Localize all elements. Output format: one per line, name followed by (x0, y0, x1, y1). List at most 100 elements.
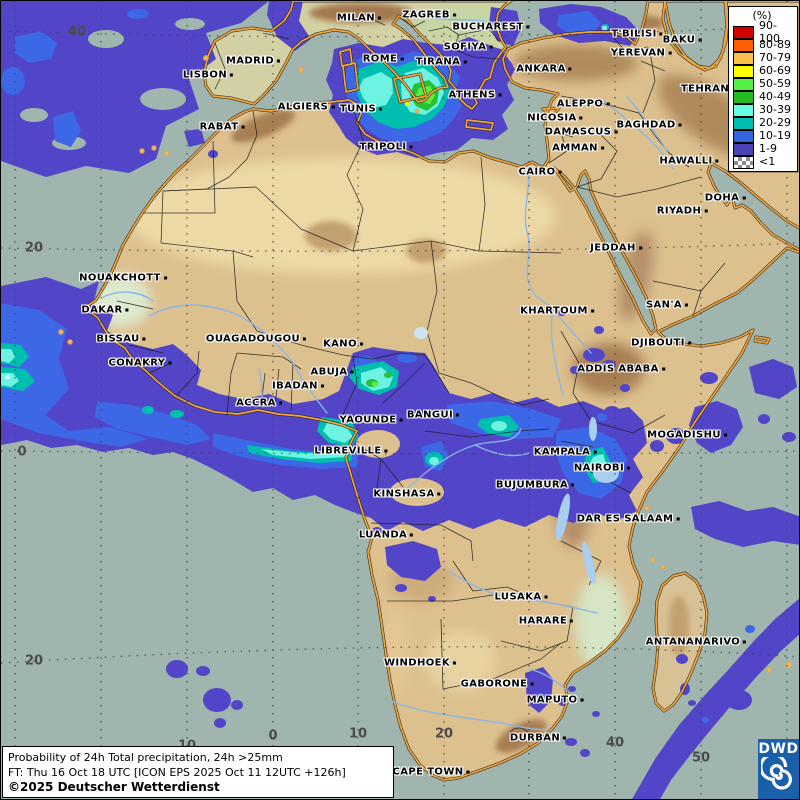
grid-label: 40 (605, 735, 625, 751)
city-label: HAWALLI (659, 156, 718, 167)
legend-label: <1 (759, 155, 776, 168)
grid-label: 40 (67, 24, 87, 40)
city-label: T'BILISI (611, 29, 662, 40)
legend-row: 10-19 (733, 129, 797, 143)
legend-label: 50-59 (759, 77, 791, 90)
city-label: JEDDAH (590, 243, 642, 254)
legend-label: 70-79 (759, 51, 791, 64)
city-label: AMMAN (552, 143, 604, 154)
legend-row: 30-39 (733, 103, 797, 117)
city-label: TUNIS (340, 104, 382, 115)
caption-copyright: ©2025 Deutscher Wetterdienst (8, 780, 220, 794)
city-label: KAMPALA (534, 447, 597, 458)
city-label: ALGIERS (278, 102, 335, 113)
city-label: ACCRA (236, 398, 282, 409)
city-label: TRIPOLI (360, 142, 413, 153)
city-label: WINDHOEK (384, 658, 456, 669)
grid-label: 20 (24, 240, 44, 256)
legend-row: 40-49 (733, 90, 797, 104)
city-label: GABORONE (461, 679, 534, 690)
city-label: LIBREVILLE (314, 446, 387, 457)
legend-entries: 90-100 80-89 70-79 60-69 50-59 40-49 30-39 20-2… (733, 19, 797, 169)
legend-swatch (733, 38, 754, 52)
city-label: DAKAR (81, 305, 128, 316)
city-label: DAMASCUS (545, 127, 618, 138)
city-label: ANTANANARIVO (646, 637, 746, 648)
city-label: DURBAN (510, 733, 566, 744)
city-label: TIRANA (416, 57, 467, 68)
city-label: KHARTOUM (520, 306, 594, 317)
city-label: RABAT (200, 122, 245, 133)
city-label: MAPUTO (527, 695, 584, 706)
city-label: BAGHDAD (616, 120, 681, 131)
city-label: DAR ES SALAAM (577, 514, 680, 525)
small-islands (58, 55, 793, 673)
city-label: DOHA (705, 193, 746, 204)
legend-label: 10-19 (759, 129, 791, 142)
legend-swatch (733, 142, 754, 156)
legend-label: 90-100 (759, 18, 780, 45)
city-label: BISSAU (96, 334, 145, 345)
legend-row: 1-9 (733, 142, 797, 156)
grid-label: 10 (348, 726, 368, 742)
grid-label: 0 (17, 444, 27, 460)
city-label: ATHENS (449, 90, 502, 101)
caption-line-2: FT: Thu 16 Oct 18 UTC [ICON EPS 2025 Oct… (8, 766, 346, 779)
legend-swatch (733, 64, 754, 78)
legend-swatch (733, 51, 754, 65)
legend-label: 60-69 (759, 64, 791, 77)
city-label: HARARE (519, 616, 573, 627)
city-label: YAOUNDE (340, 415, 403, 426)
caption-line-1: Probability of 24h Total precipitation, … (8, 751, 283, 764)
legend-swatch (733, 77, 754, 91)
city-label: LUANDA (359, 530, 413, 541)
legend-title: (%) (752, 9, 772, 22)
grid-label: 20 (434, 726, 454, 742)
city-label: LUSAKA (495, 592, 548, 603)
city-label: MADRID (226, 56, 280, 67)
legend-swatch (733, 155, 754, 169)
grid-label: 50 (691, 750, 711, 766)
legend-row: 50-59 (733, 77, 797, 91)
legend-swatch (733, 103, 754, 117)
city-label: RIYADH (657, 206, 708, 217)
city-label: DJIBOUTI (631, 338, 691, 349)
legend-row: 20-29 (733, 116, 797, 130)
city-label: ZAGREB (402, 10, 456, 21)
city-label: NAIROBI (574, 463, 630, 474)
caption-box: Probability of 24h Total precipitation, … (2, 746, 394, 798)
city-label: ALEPPO (557, 99, 610, 110)
legend-row: 60-69 (733, 64, 797, 78)
legend-row: 90-100 (733, 19, 797, 45)
legend-label: 1-9 (759, 142, 777, 155)
legend-label: 30-39 (759, 103, 791, 116)
city-label: OUAGADOUGOU (206, 334, 306, 345)
city-label: MILAN (337, 13, 381, 24)
dwd-spiral-icon (758, 753, 792, 790)
city-label: BAKU (663, 35, 702, 46)
legend-label: 80-89 (759, 38, 791, 51)
precip-holes (20, 18, 444, 506)
city-label: BANGUI (407, 410, 459, 421)
city-label: NOUAKCHOTT (79, 273, 167, 284)
city-label: CAIRO (519, 167, 562, 178)
grid-label: 0 (268, 728, 278, 744)
precipitation-legend: (%) 90-100 80-89 70-79 60-69 50-59 40-49 30-39… (728, 6, 798, 172)
city-label: IBADAN (272, 381, 324, 392)
city-label: BUCHAREST (452, 22, 529, 33)
legend-row: 80-89 (733, 38, 797, 52)
legend-swatch (733, 116, 754, 130)
city-label: ROME (363, 54, 404, 65)
legend-label: 40-49 (759, 90, 791, 103)
city-label: YEREVAN (611, 48, 672, 59)
city-label: BUJUMBURA (496, 480, 574, 491)
dwd-logo: DWD (758, 739, 799, 799)
grid-label: 20 (24, 653, 44, 669)
legend-row: 70-79 (733, 51, 797, 65)
city-label: CONAKRY (109, 358, 172, 369)
city-label: KANO (323, 339, 363, 350)
city-label: SAN'A (646, 300, 688, 311)
legend-swatch (733, 90, 754, 104)
